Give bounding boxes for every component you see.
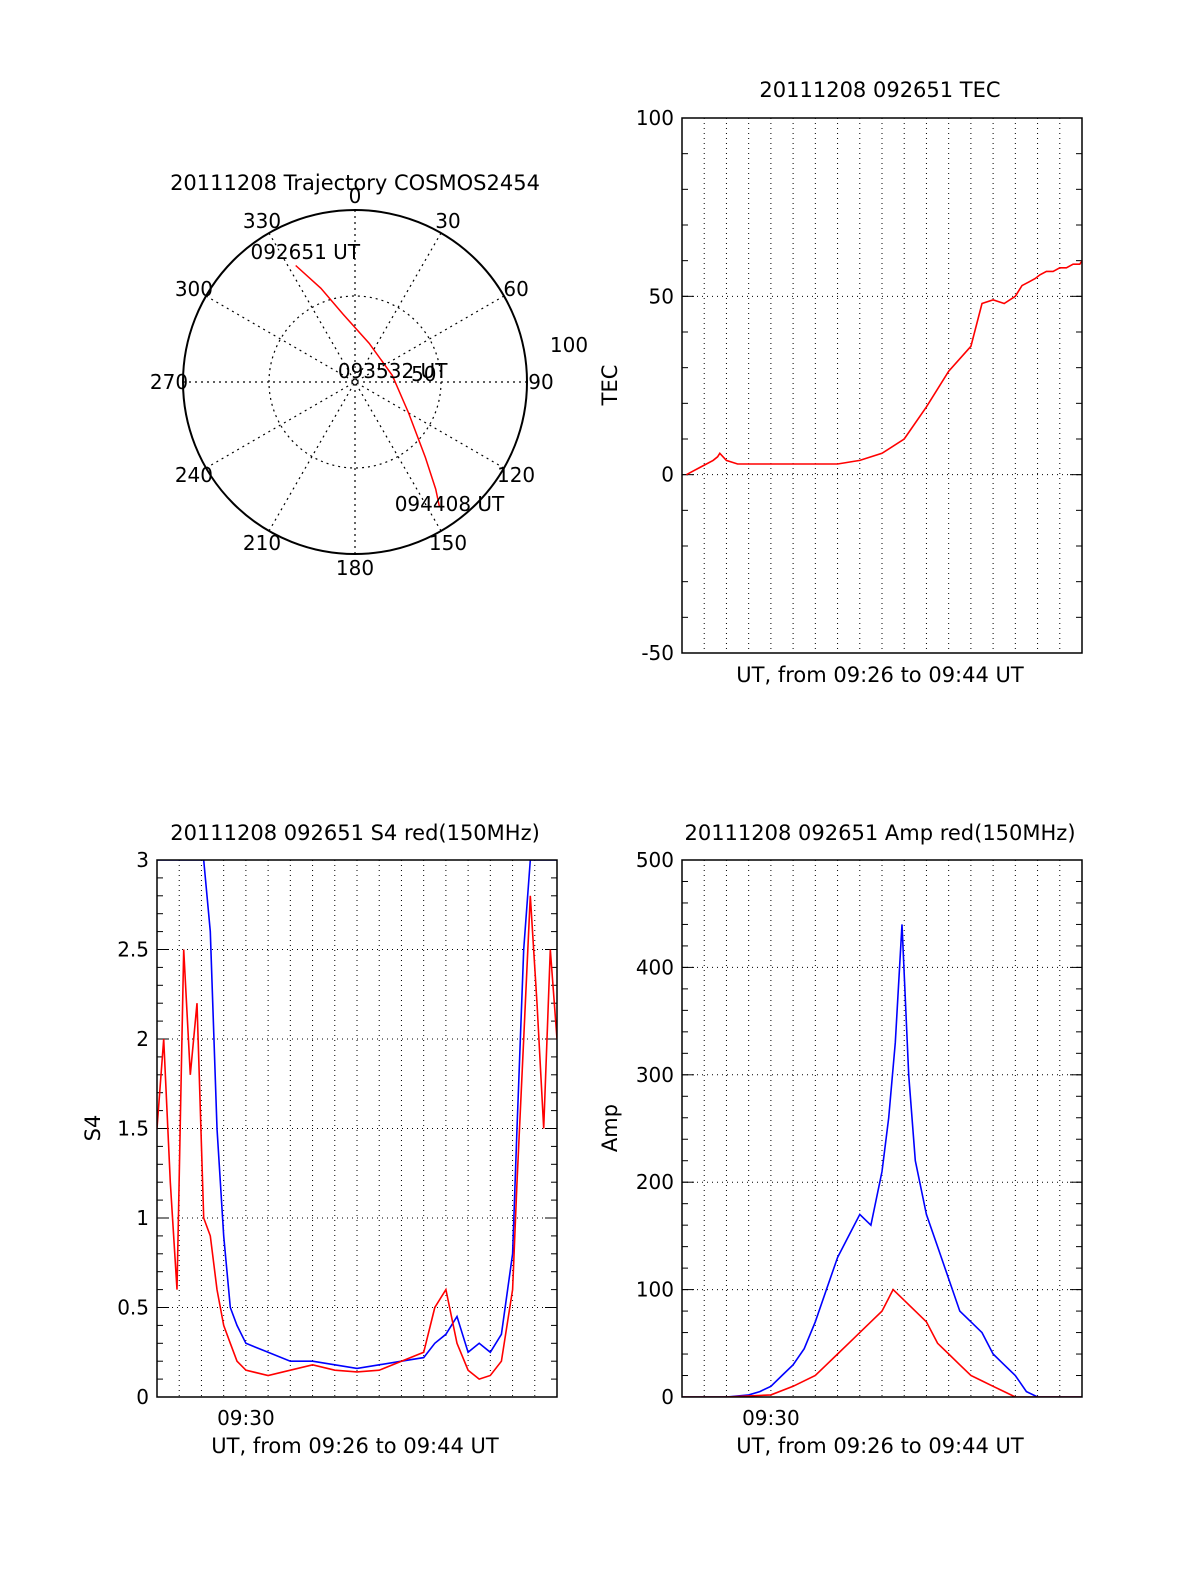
polar-angle-label: 30 bbox=[435, 209, 460, 233]
y-tick-label: -50 bbox=[641, 641, 674, 665]
y-tick-label: 0 bbox=[136, 1385, 149, 1409]
y-tick-label: 100 bbox=[636, 1278, 674, 1302]
s4-x-axis-label: UT, from 09:26 to 09:44 UT bbox=[211, 1434, 499, 1458]
trajectory-time-label: 092651 UT bbox=[250, 240, 360, 264]
polar-grid bbox=[182, 209, 528, 555]
y-tick-label: 300 bbox=[636, 1063, 674, 1087]
s4-title: 20111208 092651 S4 red(150MHz) bbox=[170, 821, 540, 845]
polar-angle-label: 150 bbox=[429, 531, 467, 555]
series-line bbox=[157, 860, 557, 1370]
amp-y-axis-label: Amp bbox=[598, 1104, 622, 1152]
trajectory-title: 20111208 Trajectory COSMOS2454 bbox=[170, 171, 540, 195]
polar-angle-labels: 0 30 60 90 120 150 180 210 240 270 300 330 bbox=[150, 184, 554, 580]
polar-angle-label: 240 bbox=[175, 463, 213, 487]
s4-plot-area: 0 0.5 1 1.5 2 2.5 3 09:30 bbox=[117, 848, 558, 1430]
x-tick-label: 09:30 bbox=[217, 1406, 275, 1430]
series-line bbox=[682, 1288, 1082, 1397]
tec-plot-area: -50 0 50 100 bbox=[636, 106, 1083, 665]
s4-y-axis-label: S4 bbox=[81, 1115, 105, 1142]
amp-plot-area: 0 100 200 300 400 500 09:30 bbox=[636, 848, 1083, 1430]
series-line bbox=[686, 260, 1082, 476]
y-tick-label: 3 bbox=[136, 848, 149, 872]
y-tick-label: 50 bbox=[649, 284, 674, 308]
series-group bbox=[682, 924, 1082, 1397]
polar-radial-label: 100 bbox=[550, 333, 588, 357]
trajectory-time-label: 093532 UT bbox=[338, 359, 448, 383]
series-line bbox=[682, 924, 1082, 1397]
trajectory-time-label: 094408 UT bbox=[395, 492, 505, 516]
plot-frame bbox=[156, 859, 558, 1398]
series-group bbox=[686, 260, 1082, 476]
polar-angle-label: 330 bbox=[243, 209, 281, 233]
amp-x-axis-label: UT, from 09:26 to 09:44 UT bbox=[736, 1434, 1024, 1458]
series-group bbox=[157, 860, 557, 1380]
polar-angle-label: 300 bbox=[175, 277, 213, 301]
y-tick-label: 200 bbox=[636, 1170, 674, 1194]
y-tick-label: 500 bbox=[636, 848, 674, 872]
polar-angle-label: 210 bbox=[243, 531, 281, 555]
polar-angle-label: 270 bbox=[150, 370, 188, 394]
y-tick-label: 400 bbox=[636, 955, 674, 979]
y-tick-label: 100 bbox=[636, 106, 674, 130]
plot-frame bbox=[681, 859, 1083, 1398]
tec-plot: 20111208 092651 TEC -50 0 50 100 UT, from 0… bbox=[598, 78, 1083, 687]
y-tick-label: 2.5 bbox=[117, 938, 149, 962]
trajectory-annotations: 092651 UT 093532 UT 094408 UT bbox=[250, 240, 505, 516]
polar-radial-labels: 50 100 bbox=[411, 333, 588, 386]
polar-angle-label: 0 bbox=[349, 184, 362, 208]
polar-radial-label: 50 bbox=[411, 362, 436, 386]
polar-angle-label: 180 bbox=[336, 556, 374, 580]
tec-title: 20111208 092651 TEC bbox=[759, 78, 1000, 102]
amp-title: 20111208 092651 Amp red(150MHz) bbox=[684, 821, 1075, 845]
y-tick-label: 0 bbox=[661, 463, 674, 487]
x-tick-label: 09:30 bbox=[742, 1406, 800, 1430]
trajectory-polar-plot: 20111208 Trajectory COSMOS2454 0 30 60 90 12… bbox=[150, 171, 588, 580]
amp-plot: 20111208 092651 Amp red(150MHz) 0 100 200 3… bbox=[598, 821, 1083, 1458]
trajectory-line bbox=[295, 264, 441, 508]
s4-plot: 20111208 092651 S4 red(150MHz) 0 0.5 1 1.5 2… bbox=[81, 821, 558, 1458]
polar-angle-label: 60 bbox=[503, 277, 528, 301]
tec-y-axis-label: TEC bbox=[598, 365, 622, 407]
trajectory-series bbox=[295, 264, 441, 508]
y-tick-label: 1 bbox=[136, 1206, 149, 1230]
y-tick-label: 1.5 bbox=[117, 1117, 149, 1141]
plot-frame bbox=[681, 117, 1083, 654]
y-tick-label: 2 bbox=[136, 1027, 149, 1051]
y-tick-label: 0.5 bbox=[117, 1296, 149, 1320]
tec-x-axis-label: UT, from 09:26 to 09:44 UT bbox=[736, 663, 1024, 687]
series-line bbox=[157, 895, 557, 1380]
polar-angle-label: 120 bbox=[497, 463, 535, 487]
polar-angle-label: 90 bbox=[528, 370, 553, 394]
y-tick-label: 0 bbox=[661, 1385, 674, 1409]
